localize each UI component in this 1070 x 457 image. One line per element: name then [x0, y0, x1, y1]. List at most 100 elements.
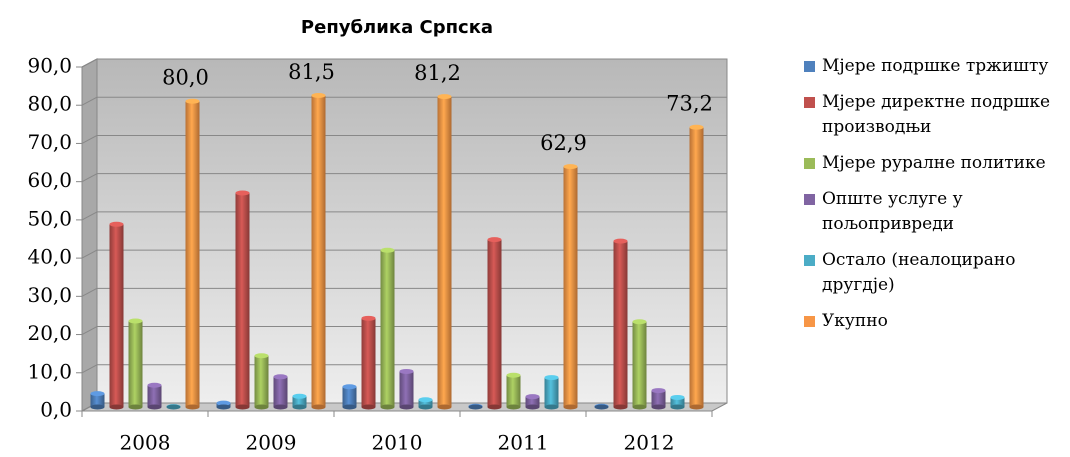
- bar: [632, 319, 647, 410]
- bar-top: [418, 397, 433, 403]
- bar: [506, 372, 521, 410]
- bar-body: [399, 371, 414, 407]
- legend-swatch: [804, 255, 815, 266]
- bar-base: [525, 404, 540, 410]
- bar-base: [594, 404, 609, 410]
- bar-top: [670, 394, 685, 400]
- bar: [651, 388, 666, 410]
- bar-top: [292, 393, 307, 399]
- x-tick-label: 2010: [372, 431, 423, 455]
- bar-top: [90, 391, 105, 397]
- data-label: 62,9: [540, 131, 587, 155]
- legend-label: Опште услуге у пољопривреди: [822, 189, 963, 234]
- bar: [311, 92, 326, 410]
- bar-body: [563, 166, 578, 407]
- bar: [613, 238, 628, 410]
- bar-top: [128, 318, 143, 324]
- y-tick-label: 30,0: [27, 283, 72, 307]
- bar-top: [399, 368, 414, 374]
- bar-base: [216, 404, 231, 410]
- bar-body: [487, 239, 502, 407]
- bar-top: [613, 238, 628, 244]
- bar: [594, 403, 609, 410]
- data-label: 73,2: [666, 92, 713, 116]
- legend-swatch: [804, 61, 815, 72]
- bar-body: [689, 127, 704, 408]
- x-tick-label: 2011: [498, 431, 549, 455]
- bar-base: [380, 404, 395, 410]
- legend-entry: Остало (неалоцирано другдје): [804, 248, 1068, 298]
- bar-body: [418, 399, 433, 407]
- bar-body: [437, 96, 452, 407]
- bar-top: [254, 353, 269, 359]
- bar-base: [185, 404, 200, 410]
- bar-top: [216, 400, 231, 406]
- bar-body: [254, 355, 269, 407]
- bar: [468, 403, 483, 410]
- bar: [418, 397, 433, 410]
- bar: [147, 382, 162, 410]
- bar: [216, 400, 231, 410]
- grid-line: [81, 96, 98, 106]
- bar-top: [342, 384, 357, 390]
- data-label: 80,0: [162, 66, 209, 90]
- bar-top: [109, 221, 124, 227]
- legend-label: Мјере подршке тржишту: [822, 56, 1049, 76]
- x-tick-label: 2012: [624, 431, 675, 455]
- bar-base: [235, 404, 250, 410]
- bar: [342, 384, 357, 410]
- bar-top: [506, 372, 521, 378]
- bar-base: [128, 404, 143, 410]
- side-wall: [81, 58, 98, 412]
- bar-base: [689, 404, 704, 410]
- bar-body: [147, 385, 162, 407]
- bar: [109, 221, 124, 410]
- bar-body: [361, 318, 376, 407]
- bar: [185, 98, 200, 410]
- grid-line: [81, 173, 98, 183]
- bar: [273, 374, 288, 410]
- legend-label: Мјере руралне политике: [822, 153, 1046, 173]
- bar-base: [109, 404, 124, 410]
- chart: Република Српска 0,0 10,0 20,0 30,0 40,0 50,0…: [27, 17, 728, 455]
- bar-base: [418, 404, 433, 410]
- bar: [399, 368, 414, 410]
- x-tick-label: 2009: [246, 431, 297, 455]
- bar-body: [128, 321, 143, 407]
- bar-body: [273, 376, 288, 407]
- legend-swatch: [804, 97, 815, 108]
- bar-body: [670, 397, 685, 407]
- legend-label: Укупно: [822, 311, 888, 331]
- bar: [380, 247, 395, 410]
- bar-base: [632, 404, 647, 410]
- bar: [689, 124, 704, 410]
- bar-base: [342, 404, 357, 410]
- bar-base: [506, 404, 521, 410]
- bar-top: [311, 92, 326, 98]
- bar-body: [632, 321, 647, 407]
- legend: Мјере подршке тржишту Мјере директне подр…: [804, 54, 1068, 345]
- bar-body: [544, 377, 559, 407]
- bar: [670, 394, 685, 410]
- bar-top: [361, 315, 376, 321]
- bar-base: [292, 404, 307, 410]
- bar-base: [399, 404, 414, 410]
- bar-base: [254, 404, 269, 410]
- bar-body: [90, 393, 105, 407]
- bar-base: [468, 404, 483, 410]
- bar: [166, 404, 181, 410]
- legend-entry: Мјере подршке тржишту: [804, 54, 1068, 79]
- bar-base: [670, 404, 685, 410]
- bar-top: [147, 382, 162, 388]
- x-tick-label: 2008: [120, 431, 171, 455]
- data-label: 81,5: [288, 60, 335, 84]
- legend-entry: Укупно: [804, 309, 1068, 334]
- bar-base: [437, 404, 452, 410]
- bar-top: [273, 374, 288, 380]
- bar-top: [525, 394, 540, 400]
- y-tick-label: 50,0: [27, 206, 72, 230]
- bar-body: [342, 386, 357, 407]
- y-tick-label: 10,0: [27, 359, 72, 383]
- y-tick-label: 80,0: [27, 92, 72, 116]
